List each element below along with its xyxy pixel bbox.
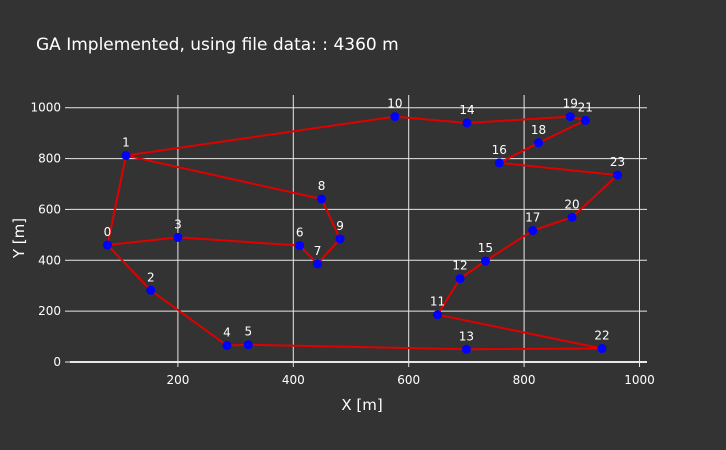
city-label: 12 <box>452 259 467 273</box>
city-point <box>295 241 305 251</box>
x-tick-label: 400 <box>282 373 305 387</box>
city-label: 19 <box>563 97 578 111</box>
city-label: 0 <box>104 225 112 239</box>
city-label: 8 <box>318 179 326 193</box>
city-label: 4 <box>223 325 231 339</box>
x-tick-label: 600 <box>397 373 420 387</box>
city-point <box>313 259 323 269</box>
city-point <box>462 118 472 128</box>
city-point <box>580 115 590 125</box>
city-label: 6 <box>296 226 304 240</box>
city-label: 16 <box>492 143 507 157</box>
city-point <box>455 274 465 284</box>
city-label: 23 <box>610 155 625 169</box>
city-point <box>461 344 471 354</box>
city-point <box>222 340 232 350</box>
city-point <box>146 285 156 295</box>
city-label: 22 <box>594 329 609 343</box>
city-label: 10 <box>387 97 402 111</box>
city-label: 11 <box>430 295 445 309</box>
city-point <box>173 232 183 242</box>
city-point <box>317 194 327 204</box>
city-point <box>534 138 544 148</box>
city-point <box>528 226 538 236</box>
y-tick-label: 600 <box>38 202 61 216</box>
y-tick-label: 200 <box>38 304 61 318</box>
y-tick-label: 400 <box>38 253 61 267</box>
city-label: 9 <box>336 219 344 233</box>
x-tick-label: 800 <box>513 373 536 387</box>
city-label: 5 <box>244 325 252 339</box>
city-point <box>567 212 577 222</box>
city-label: 13 <box>459 329 474 343</box>
city-point <box>433 310 443 320</box>
city-point <box>597 344 607 354</box>
city-label: 17 <box>525 211 540 225</box>
city-point <box>390 112 400 122</box>
chart-title: GA Implemented, using file data: : 4360 … <box>36 35 399 55</box>
city-point <box>335 234 345 244</box>
city-label: 15 <box>478 241 493 255</box>
x-axis-label: X [m] <box>341 396 382 414</box>
city-point <box>243 340 253 350</box>
city-label: 3 <box>174 217 182 231</box>
city-label: 2 <box>147 270 155 284</box>
x-tick-label: 200 <box>166 373 189 387</box>
city-label: 7 <box>314 244 322 258</box>
city-point <box>103 240 113 250</box>
city-point <box>565 112 575 122</box>
city-label: 20 <box>564 197 579 211</box>
y-tick-label: 800 <box>38 152 61 166</box>
city-point <box>121 151 131 161</box>
city-label: 21 <box>578 100 593 114</box>
route-points <box>103 112 623 354</box>
city-point <box>494 158 504 168</box>
city-label: 14 <box>459 103 474 117</box>
city-label: 18 <box>531 123 546 137</box>
y-tick-label: 1000 <box>30 101 61 115</box>
city-point <box>480 256 490 266</box>
y-axis-label: Y [m] <box>10 218 28 259</box>
x-tick-label: 1000 <box>624 373 655 387</box>
grid-lines <box>65 95 647 367</box>
city-label: 1 <box>122 136 130 150</box>
y-tick-label: 0 <box>53 355 61 369</box>
city-point <box>613 170 623 180</box>
